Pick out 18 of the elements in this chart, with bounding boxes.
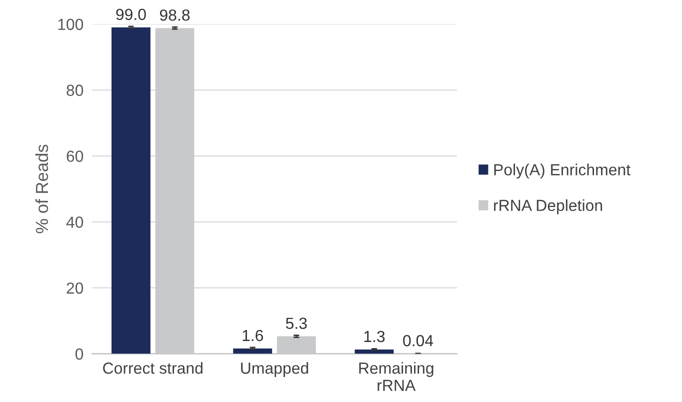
legend-label: Poly(A) Enrichment xyxy=(494,164,630,179)
x-tick-label: Correct strand xyxy=(103,362,202,374)
data-label: 0.04 xyxy=(403,334,434,346)
y-tick-label: 0 xyxy=(75,348,84,360)
y-axis-title: % of Reads xyxy=(35,144,48,234)
data-label: 98.8 xyxy=(160,9,190,21)
x-tick-label: Remaining rRNA xyxy=(359,362,434,391)
y-tick-label: 40 xyxy=(66,216,84,228)
data-label: 99.0 xyxy=(116,8,146,20)
y-tick-label: 60 xyxy=(66,150,84,162)
y-tick-label: 20 xyxy=(66,282,84,294)
data-label: 1.3 xyxy=(364,330,385,342)
y-tick-label: 100 xyxy=(58,18,84,30)
y-tick-label: 80 xyxy=(66,84,84,96)
legend-label: rRNA Depletion xyxy=(494,199,602,214)
data-label: 5.3 xyxy=(286,318,307,329)
data-label: 1.6 xyxy=(242,330,264,342)
x-tick-label: Umapped xyxy=(241,362,308,377)
